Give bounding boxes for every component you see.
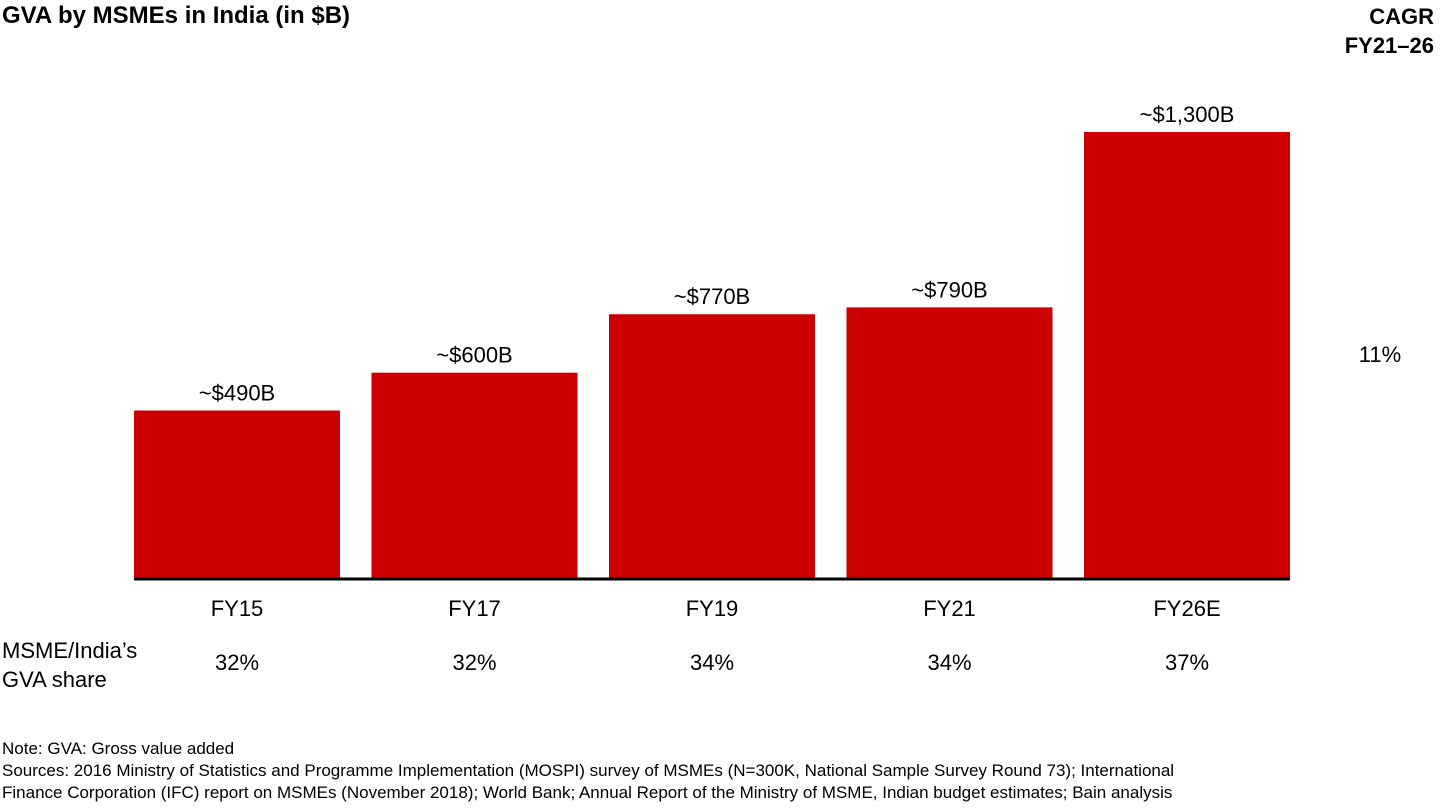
cagr-header-line1: CAGR	[1369, 4, 1434, 29]
data-label-fy19: ~$770B	[674, 284, 750, 309]
data-label-fy21: ~$790B	[911, 277, 987, 302]
gva-share-fy19: 34%	[689, 650, 735, 675]
bar-fy17	[371, 372, 578, 579]
data-label-fy26e: ~$1,300B	[1140, 102, 1235, 127]
data-label-fy15: ~$490B	[199, 381, 275, 406]
x-tick-fy17: FY17	[448, 596, 501, 621]
chart-title: GVA by MSMEs in India (in $B)	[2, 2, 351, 29]
cagr-value: 11%	[1358, 342, 1402, 367]
gva-share-fy17: 32%	[452, 650, 497, 675]
bar-fy21	[846, 307, 1053, 579]
cagr-header: CAGR FY21–26	[1274, 2, 1434, 60]
gva-share-label-line1: MSME/India’s	[2, 638, 138, 663]
sources-line1: Sources: 2016 Ministry of Statistics and…	[2, 761, 1175, 780]
footnotes: Note: GVA: Gross value added Sources: 20…	[2, 738, 1438, 804]
x-tick-fy21: FY21	[923, 596, 976, 621]
x-tick-fy15: FY15	[211, 596, 264, 621]
bar-fy19	[609, 314, 815, 579]
gva-share-fy15: 32%	[214, 650, 260, 675]
data-label-fy17: ~$600B	[436, 343, 512, 368]
x-tick-fy19: FY19	[686, 596, 739, 621]
bar-fy26e	[1084, 132, 1290, 579]
gva-share-fy26e: 37%	[1164, 650, 1210, 675]
x-tick-fy26e: FY26E	[1153, 596, 1220, 621]
gva-share-label-line2: GVA share	[2, 667, 107, 692]
sources-line2: Finance Corporation (IFC) report on MSME…	[2, 783, 1173, 802]
gva-share-label: MSME/India’s GVA share	[2, 636, 137, 694]
bar-fy15	[134, 410, 340, 579]
note-text: Note: GVA: Gross value added	[2, 739, 235, 758]
gva-share-fy21: 34%	[927, 650, 972, 675]
cagr-header-line2: FY21–26	[1344, 33, 1434, 58]
